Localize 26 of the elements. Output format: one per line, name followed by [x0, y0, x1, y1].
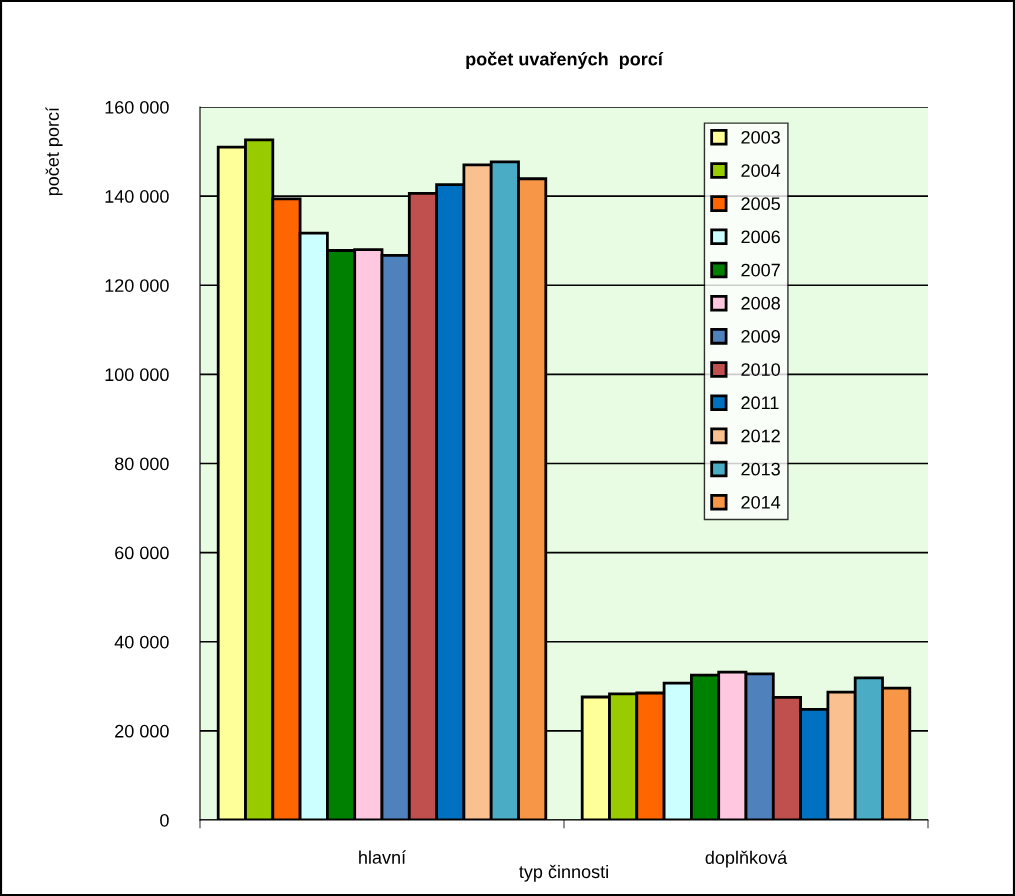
y-tick-label: 40 000: [114, 635, 169, 649]
x-tick-label: doplňková: [705, 850, 788, 868]
y-tick-label: 120 000: [105, 279, 169, 292]
y-tick-label: 80 000: [115, 457, 169, 471]
legend-label: 2010: [741, 363, 781, 376]
y-tick-label: 20 000: [115, 724, 169, 738]
y-tick-label: 60 000: [115, 546, 169, 560]
x-axis-title: typ činnosti: [519, 864, 608, 882]
legend-label: 2008: [741, 296, 780, 310]
legend-label: 2013: [741, 462, 780, 476]
y-tick-label: 140 000: [105, 190, 169, 203]
y-tick-label: 100 000: [105, 368, 169, 382]
legend-label: 2004: [741, 164, 781, 177]
y-tick-label: 0: [160, 813, 169, 827]
y-axis-title: počet porcí: [45, 107, 63, 196]
legend-label: 2009: [741, 330, 780, 343]
legend-label: 2012: [741, 429, 780, 443]
x-tick-label: hlavní: [359, 850, 407, 864]
legend-label: 2005: [741, 197, 780, 211]
legend-label: 2003: [741, 130, 780, 144]
legend-label: 2011: [741, 396, 779, 410]
legend-label: 2006: [741, 230, 780, 244]
y-tick-label: 160 000: [105, 100, 169, 114]
chart-title: počet uvařených porcí: [466, 51, 664, 70]
legend-label: 2014: [741, 495, 781, 509]
legend-label: 2007: [741, 263, 780, 277]
